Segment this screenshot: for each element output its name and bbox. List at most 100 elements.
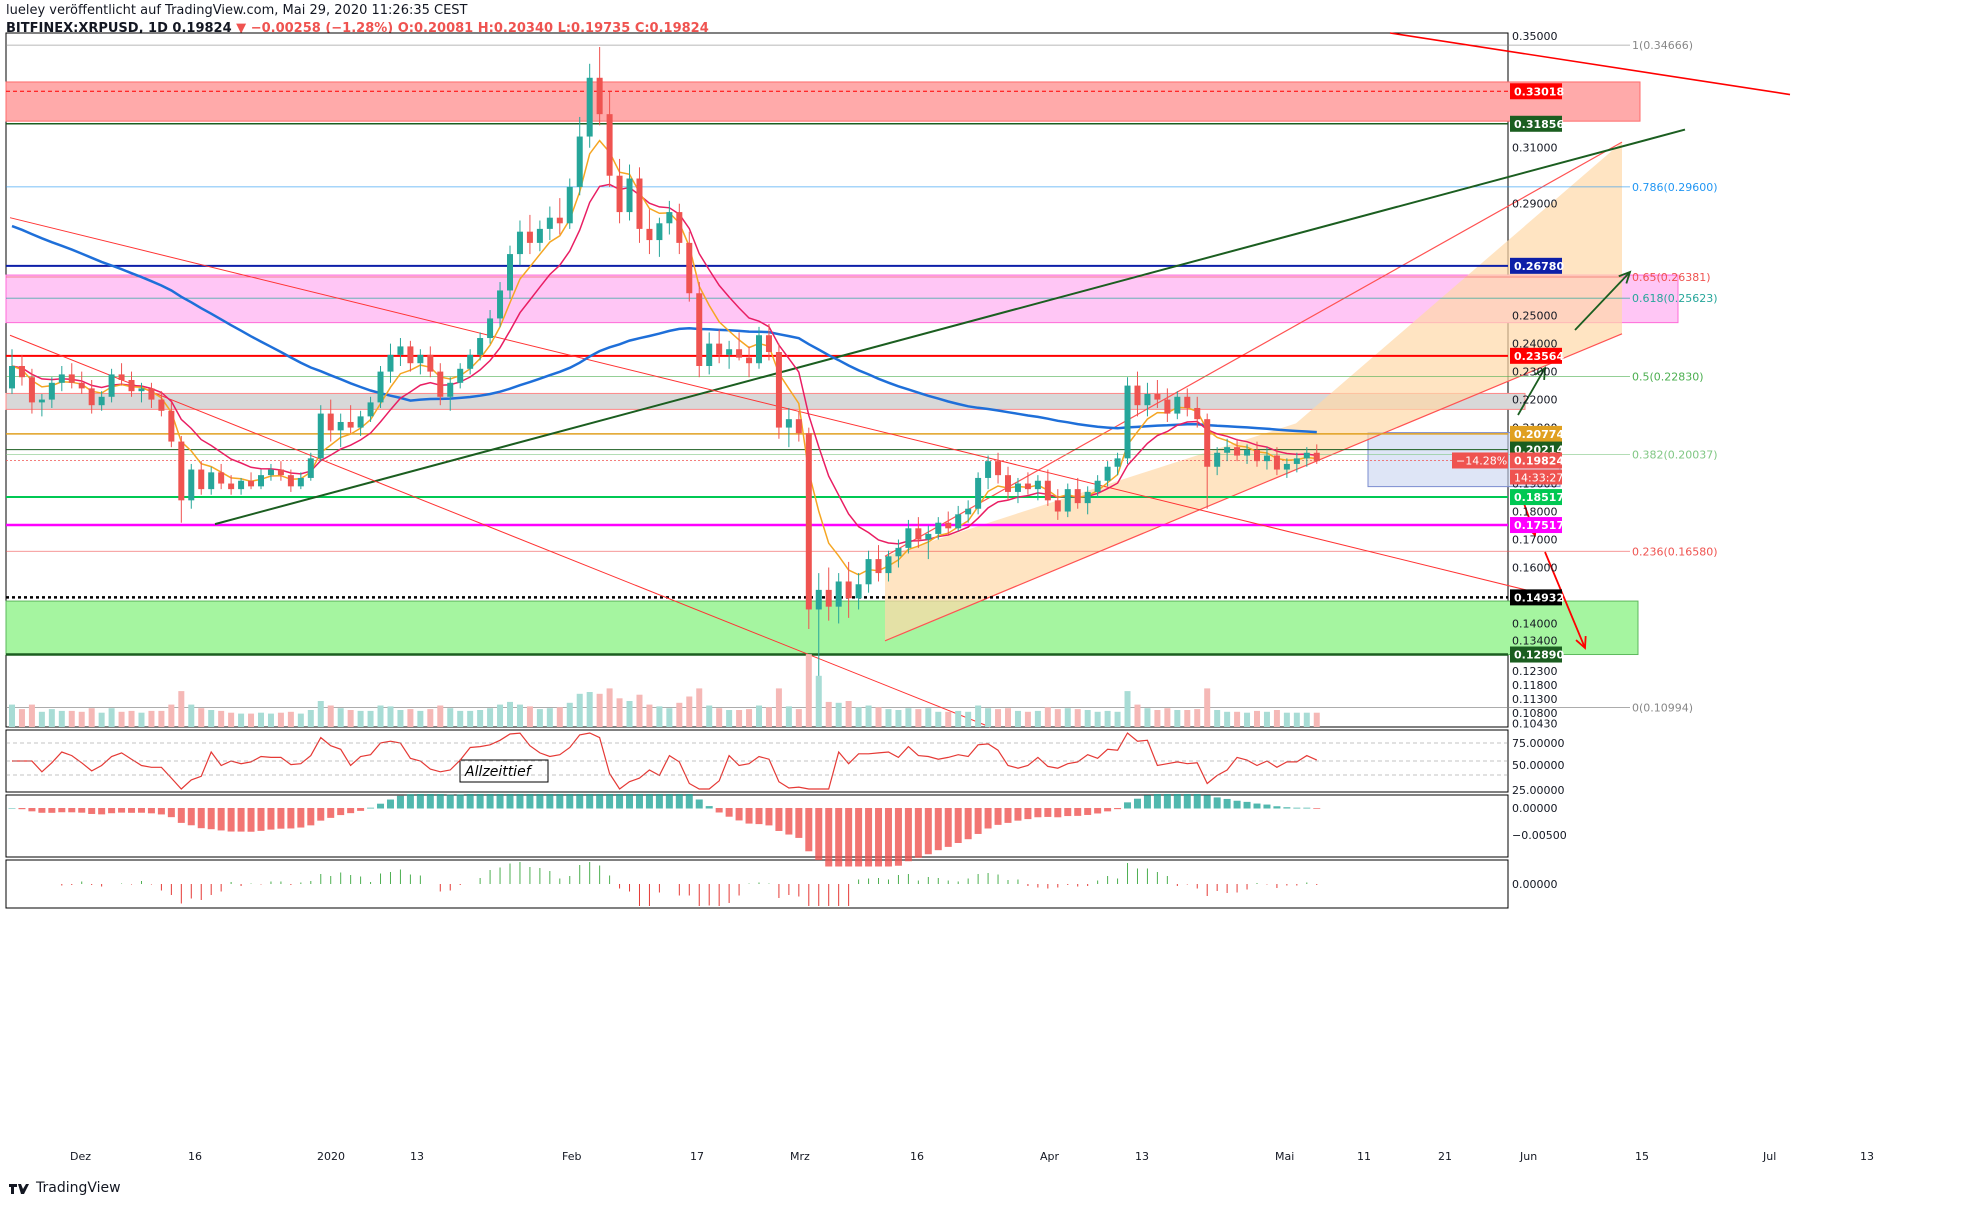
support-trendline	[214, 128, 1686, 526]
candle-body	[447, 382, 454, 397]
candle	[676, 203, 683, 255]
candle-body	[785, 419, 792, 428]
candle-body	[218, 472, 225, 484]
candle	[307, 452, 314, 481]
volume-bar	[1174, 710, 1181, 727]
candle	[1194, 396, 1201, 428]
candle-body	[606, 114, 613, 176]
candle	[327, 399, 334, 442]
candle-body	[38, 399, 45, 403]
candle-body	[178, 441, 185, 501]
macd-histogram-bar	[526, 794, 534, 809]
macd-histogram-bar	[1233, 800, 1241, 809]
macd-histogram-bar	[1044, 808, 1052, 817]
candle	[457, 363, 464, 389]
candle-body	[417, 354, 424, 364]
candle	[1014, 477, 1021, 504]
price-chart[interactable]: 1(0.34666) 0.786(0.29600) 0.65(0.26381) 0.6…	[0, 0, 1966, 1172]
fib-level-label: 0.5(0.22830)	[1632, 370, 1704, 383]
candle-body	[646, 228, 653, 241]
symbol[interactable]: BITFINEX:XRPUSD, 1D	[6, 21, 168, 36]
volume-bar	[507, 701, 513, 727]
macd-histogram-bar	[1143, 795, 1151, 809]
candle-body	[118, 374, 125, 380]
candle	[218, 463, 225, 490]
candle	[287, 469, 294, 492]
candle	[277, 461, 284, 481]
candle	[716, 329, 723, 364]
volume-bar	[1234, 711, 1241, 727]
tradingview-brand[interactable]: TradingView	[8, 1180, 121, 1196]
macd-histogram-bar	[1243, 801, 1251, 809]
candle	[1074, 477, 1081, 509]
volume-bar	[327, 705, 334, 727]
macd-histogram-bar	[835, 808, 843, 867]
price-tag	[1510, 257, 1562, 274]
candle-body	[626, 178, 633, 213]
candle-body	[367, 402, 374, 417]
candle	[1094, 475, 1101, 498]
x-axis-tick-label: 17	[690, 1150, 704, 1163]
x-axis-tick-label: 13	[1135, 1150, 1149, 1163]
y-axis-tick-label: 0.11800	[1512, 679, 1558, 692]
volume-bar	[546, 708, 553, 727]
volume-bar	[287, 711, 294, 727]
candle-body	[1244, 449, 1251, 456]
y-axis-tick-label: 0.25000	[1512, 310, 1558, 323]
volume-bar	[1154, 710, 1161, 727]
candle-body	[696, 293, 703, 367]
macd-histogram-bar	[944, 808, 952, 847]
macd-axis-label: 0.00000	[1512, 802, 1558, 815]
macd-histogram-bar	[884, 808, 892, 867]
green-support-zone	[5, 600, 1639, 656]
x-axis-tick-label: 2020	[317, 1150, 345, 1163]
price-change: −0.00258 (−1.28%)	[250, 21, 394, 36]
candle	[1064, 483, 1071, 518]
arrow-head-icon	[1575, 635, 1587, 650]
macd-histogram-bar	[1074, 808, 1082, 816]
candle-body	[1124, 385, 1131, 459]
candle-body	[108, 374, 115, 397]
candle	[347, 405, 354, 434]
candle-body	[98, 396, 105, 406]
candle-body	[775, 352, 782, 428]
candle-body	[686, 242, 693, 294]
volume-bar	[277, 712, 284, 727]
macd-histogram-bar	[635, 794, 643, 809]
macd-histogram-bar	[18, 808, 26, 810]
macd-histogram-bar	[566, 794, 574, 809]
candle-body	[885, 556, 892, 574]
x-axis-tick-label: 16	[188, 1150, 202, 1163]
candle-body	[198, 469, 205, 490]
candle-body	[317, 413, 324, 459]
volume-bar	[606, 688, 613, 727]
macd-histogram-bar	[616, 794, 624, 809]
candle	[1154, 380, 1161, 408]
macd-histogram-bar	[645, 794, 653, 809]
macd-histogram-bar	[586, 794, 594, 809]
volume-bar	[1024, 711, 1031, 727]
candle	[1234, 438, 1241, 462]
price-tag	[1510, 489, 1562, 506]
macd-histogram-bar	[1153, 794, 1161, 809]
candle-body	[616, 175, 623, 213]
candle	[477, 332, 484, 361]
candle-body	[28, 377, 35, 403]
price-tag	[1510, 452, 1562, 469]
footer: TradingView	[0, 1172, 1966, 1206]
volume-bar	[865, 705, 872, 727]
macd-histogram-bar	[506, 794, 514, 809]
y-axis-tick-label: 0.17000	[1512, 534, 1558, 547]
volume-bar	[795, 709, 802, 727]
volume-bar	[347, 710, 354, 727]
volume-bar	[616, 698, 623, 727]
brand-label: TradingView	[36, 1180, 121, 1196]
candle-body	[407, 346, 414, 364]
y-axis-tick-label: 0.10430	[1512, 717, 1558, 730]
candle	[516, 220, 523, 266]
macd-histogram-bar	[28, 808, 36, 812]
candle-body	[526, 231, 533, 243]
macd-histogram-bar	[1283, 807, 1291, 809]
fib-level-label: 0.65(0.26381)	[1632, 271, 1711, 284]
volume-bar	[1084, 710, 1091, 727]
